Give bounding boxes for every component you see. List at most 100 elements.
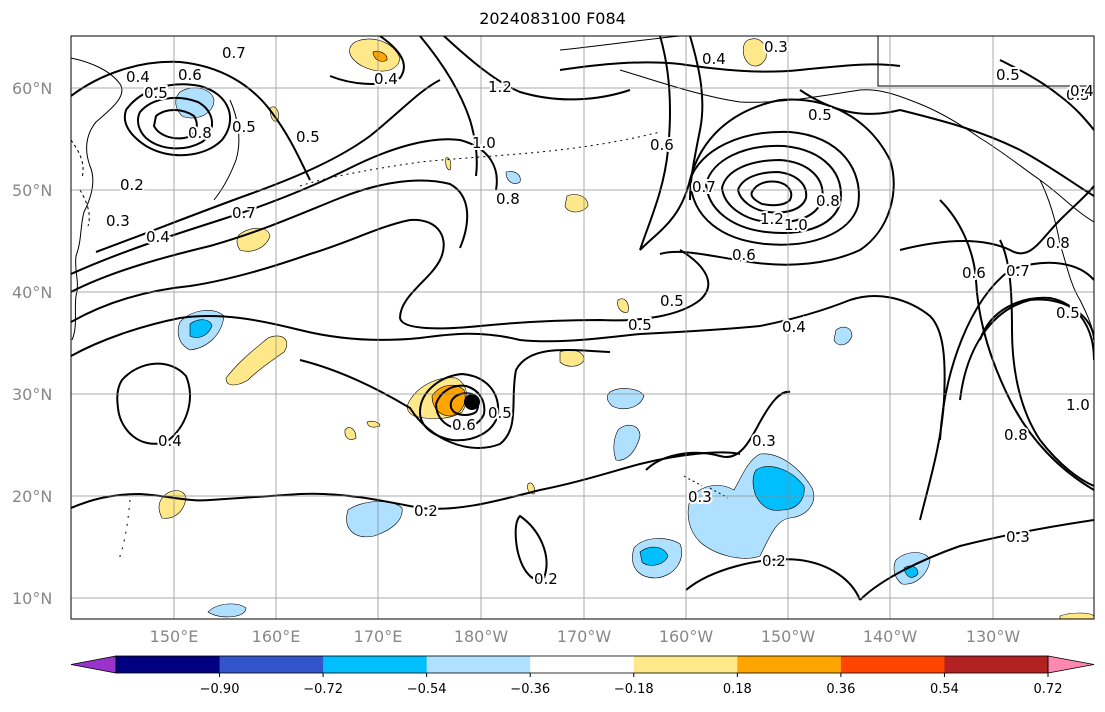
patch-yellow-mid bbox=[559, 349, 585, 367]
contour-nw-low-1 bbox=[123, 83, 231, 157]
contour-label: 0.5 bbox=[628, 316, 652, 334]
contour-label: 0.4 bbox=[126, 68, 150, 86]
contour-label: 0.8 bbox=[1046, 234, 1070, 252]
lat-label: 50°N bbox=[12, 181, 52, 200]
contour-east-trough-3 bbox=[939, 261, 1094, 441]
contour-label: 0.2 bbox=[120, 176, 144, 194]
colorbar-swatch bbox=[737, 656, 842, 673]
colorbar-tick-label: −0.90 bbox=[200, 682, 240, 697]
contour-0-4-west-loop bbox=[116, 362, 191, 445]
colorbar-swatch bbox=[530, 656, 635, 673]
contour-label: 0.6 bbox=[732, 246, 756, 264]
colorbar-tick-label: 0.72 bbox=[1034, 682, 1063, 697]
patch-yellow-small4 bbox=[344, 427, 357, 440]
contour-label: 0.8 bbox=[188, 124, 212, 142]
contour-gulf-low-2 bbox=[704, 144, 842, 234]
contour-0-2-south2 bbox=[514, 514, 548, 581]
contour-label: 1.2 bbox=[760, 210, 784, 228]
contour-label: 0.4 bbox=[1070, 82, 1094, 100]
patch-blue-mid2 bbox=[613, 424, 641, 461]
colorbar-swatch bbox=[426, 656, 531, 673]
contour-label: 0.5 bbox=[1066, 86, 1090, 104]
height-contours bbox=[71, 36, 1094, 601]
colorbar: −0.90 −0.72 −0.54 −0.36 −0.18 0.18 0.36 0.54 0.7… bbox=[70, 655, 1095, 697]
contour-0-6-upper bbox=[71, 179, 469, 293]
contour-label: 0.3 bbox=[106, 212, 130, 230]
contour-label: 1.0 bbox=[784, 216, 808, 234]
patch-yellow-small2 bbox=[445, 157, 452, 171]
contour-label: 0.5 bbox=[488, 404, 512, 422]
contour-label: 0.6 bbox=[650, 136, 674, 154]
contour-label: 0.3 bbox=[752, 432, 776, 450]
coast-na-west bbox=[1039, 179, 1094, 341]
contour-0-5-wave bbox=[71, 218, 710, 330]
colorbar-tick-label: −0.54 bbox=[407, 682, 447, 697]
map-title: 2024083100 F084 bbox=[479, 9, 626, 28]
contour-label: 0.5 bbox=[660, 292, 684, 310]
contour-label: 0.8 bbox=[1004, 426, 1028, 444]
contour-label: 0.4 bbox=[702, 50, 726, 68]
colorbar-extend-left bbox=[70, 655, 117, 674]
contour-label: 0.3 bbox=[764, 38, 788, 56]
lat-label: 20°N bbox=[12, 487, 52, 506]
lon-label: 150°E bbox=[150, 627, 199, 646]
contour-nw-low-2 bbox=[137, 96, 213, 150]
patch-yellow-small6 bbox=[617, 298, 629, 313]
contour-east-ridge bbox=[899, 185, 1094, 255]
contour-gulf-low-3 bbox=[720, 158, 824, 224]
contour-0-7-storm-ring bbox=[449, 392, 480, 416]
lon-label: 170°W bbox=[557, 627, 612, 646]
contour-1-2-north bbox=[443, 36, 631, 101]
lon-label: 160°W bbox=[659, 627, 714, 646]
contour-label: 1.2 bbox=[488, 78, 512, 96]
contour-north-line-2 bbox=[639, 36, 671, 251]
contour-nw-outer bbox=[71, 60, 311, 181]
contour-0-5-north bbox=[799, 89, 901, 115]
lon-label: 170°E bbox=[354, 627, 403, 646]
colorbar-tick-label: 0.54 bbox=[930, 682, 959, 697]
contour-label: 0.7 bbox=[222, 44, 246, 62]
contour-label: 1.0 bbox=[472, 134, 496, 152]
contour-north-line-1 bbox=[559, 61, 901, 73]
colorbar-tick-label: 0.36 bbox=[826, 682, 855, 697]
contour-label: 0.6 bbox=[962, 264, 986, 282]
contour-label: 0.5 bbox=[1056, 304, 1080, 322]
contour-label: 0.3 bbox=[1006, 528, 1030, 546]
lon-label: 160°E bbox=[252, 627, 301, 646]
patch-blue-south1 bbox=[346, 501, 403, 538]
contour-gulf-low-4 bbox=[736, 170, 808, 214]
patch-blue-bottom bbox=[207, 603, 247, 618]
coast-inset-box bbox=[877, 36, 1094, 87]
contour-gulf-low-5 bbox=[750, 180, 793, 207]
coast-marianas bbox=[117, 499, 131, 563]
contour-label: 0.8 bbox=[496, 190, 520, 208]
contour-label: 0.2 bbox=[414, 502, 438, 520]
patch-yellow-n bbox=[742, 38, 767, 67]
colorbar-swatch bbox=[944, 656, 1049, 673]
colorbar-tick-label: −0.18 bbox=[614, 682, 654, 697]
colorbar-swatch bbox=[633, 656, 738, 673]
patch-blue-east-small bbox=[833, 326, 853, 346]
latitude-labels: 10°N 20°N 30°N 40°N 50°N 60°N bbox=[12, 79, 52, 608]
contour-1-0-north bbox=[419, 36, 478, 177]
patch-orange-nw bbox=[372, 51, 388, 62]
contour-label: 0.4 bbox=[374, 70, 398, 88]
colorbar-swatch bbox=[840, 656, 945, 673]
contour-0-4-main bbox=[71, 299, 851, 357]
contour-label: 0.4 bbox=[158, 432, 182, 450]
map-border bbox=[70, 35, 1095, 620]
contour-label: 0.2 bbox=[762, 552, 786, 570]
colorbar-swatch bbox=[323, 656, 428, 673]
colorbar-tick-label: 0.18 bbox=[723, 682, 752, 697]
lat-label: 40°N bbox=[12, 283, 52, 302]
lat-label: 60°N bbox=[12, 79, 52, 98]
colorbar-swatch bbox=[116, 656, 221, 673]
contour-label: 0.6 bbox=[178, 66, 202, 84]
patch-yellow-corner bbox=[1059, 612, 1094, 619]
contour-label: 0.5 bbox=[144, 84, 168, 102]
contour-label: 1.0 bbox=[1066, 396, 1090, 414]
coast-alaska bbox=[559, 36, 1094, 223]
patch-yellow-sw bbox=[225, 335, 288, 386]
contour-east-trough-1 bbox=[979, 296, 1094, 361]
